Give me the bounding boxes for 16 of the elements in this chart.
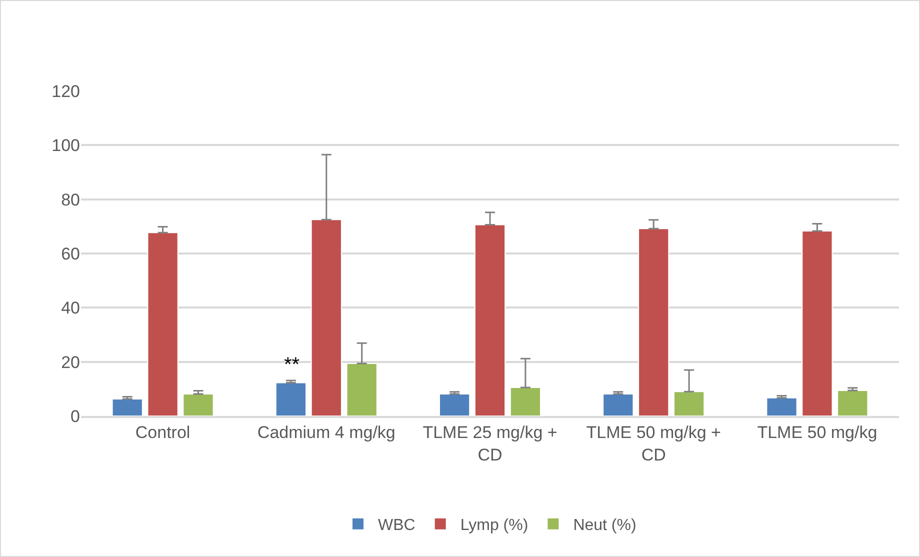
y-tick-label: 100 [52,136,80,156]
x-tick-label: TLME 50 mg/kg [757,423,878,442]
legend-label: WBC [378,517,416,534]
y-tick-label: 120 [52,82,80,101]
x-tick-label: Cadmium 4 mg/kg [257,423,396,442]
x-tick-label: Control [135,423,190,442]
y-tick-label: 40 [61,298,80,318]
legend-label: Neut (%) [573,517,636,534]
x-tick-label: TLME 50 mg/kg + CD [586,423,721,464]
y-tick-label: 80 [61,190,80,210]
y-tick-label: 0 [70,406,80,426]
y-tick-label: 20 [61,352,80,372]
x-tick-label: TLME 25 mg/kg + CD [422,423,558,464]
legend-label: Lymp (%) [460,517,528,534]
y-tick-label: 60 [61,244,80,264]
annotation: ** [284,354,300,376]
